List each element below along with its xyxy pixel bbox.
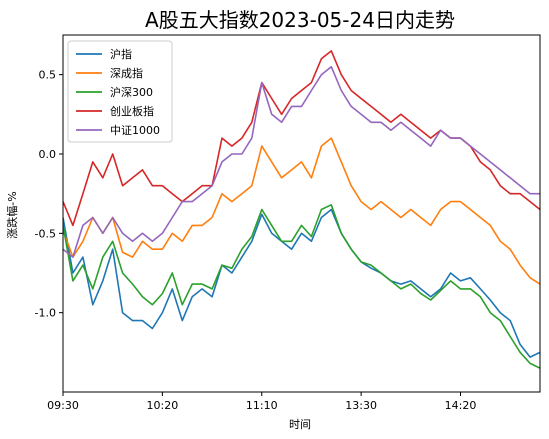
y-axis-label: 涨跌幅-% <box>5 191 19 238</box>
series-lines <box>63 50 540 369</box>
series-line-4 <box>63 65 540 258</box>
y-tick-label: -1.0 <box>35 307 56 320</box>
legend-label: 中证1000 <box>110 124 160 137</box>
plot-frame <box>62 34 541 393</box>
series-line-0 <box>63 208 540 358</box>
legend-label: 深成指 <box>110 66 143 80</box>
y-tick-label: -0.5 <box>35 227 56 240</box>
legend-label: 沪指 <box>110 47 132 61</box>
plot-area <box>63 50 540 369</box>
series-line-2 <box>63 204 540 369</box>
y-tick-label: 0.0 <box>39 148 57 161</box>
chart-title: A股五大指数2023-05-24日内走势 <box>145 8 455 32</box>
series-line-1 <box>63 137 540 285</box>
x-tick-label: 10:20 <box>147 399 179 412</box>
x-tick-label: 13:30 <box>345 399 377 412</box>
legend-label: 创业板指 <box>110 104 154 118</box>
legend-label: 沪深300 <box>110 85 153 99</box>
y-tick-label: 0.5 <box>39 69 57 82</box>
legend-box <box>67 40 173 143</box>
x-tick-label: 14:20 <box>445 399 477 412</box>
x-tick-label: 11:10 <box>246 399 278 412</box>
axes: 09:30 10:20 11:10 13:30 14:20 0.5 0.0 -0.5 -1.0 <box>35 34 541 412</box>
x-tick-label: 09:30 <box>47 399 79 412</box>
x-axis-label: 时间 <box>289 418 311 431</box>
